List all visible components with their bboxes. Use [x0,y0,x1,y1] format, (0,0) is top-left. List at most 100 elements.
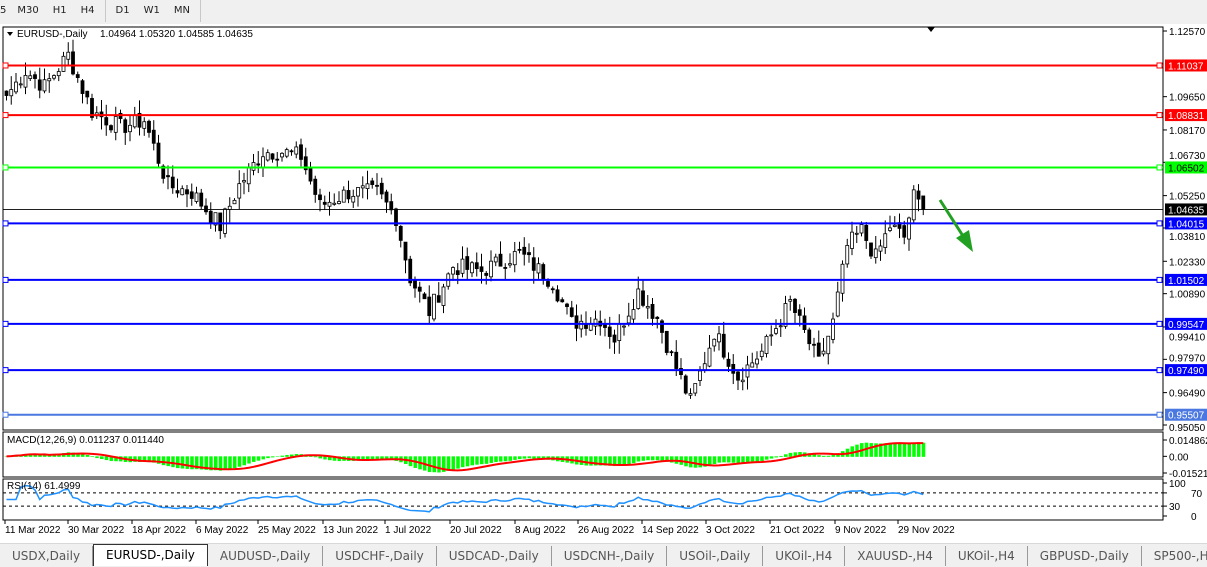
macd-bar [541,456,546,460]
candle-body [607,326,612,337]
macd-bar [214,456,218,471]
candle-body [688,393,693,396]
candle-body [835,291,840,317]
tab-gbpusd-daily[interactable]: GBPUSD-,Daily [1028,545,1142,566]
timeframe-5[interactable]: 5 [0,5,7,16]
macd-bar [703,456,707,467]
candle [113,106,118,141]
candle [854,225,859,244]
candle [394,207,398,232]
candle [208,202,213,229]
timeframe-W1[interactable]: W1 [143,5,160,16]
macd-bar [489,456,493,463]
candle [508,253,512,268]
chart-window[interactable]: 1.12570 1.09650 1.08170 1.06730 1.05250 1.038… [0,24,1207,544]
candle-body [759,350,764,358]
macd-bar [655,456,660,461]
candle-body [921,195,926,210]
tab-usdchf-daily[interactable]: USDCHF-,Daily [323,545,437,566]
candle [365,170,370,200]
candle-body [484,272,489,276]
timeframe-MN[interactable]: MN [173,5,190,16]
candle-body [845,245,850,265]
candle-body [337,201,341,204]
macd-bar [594,456,598,466]
date-axis-label: 26 Aug 2022 [578,525,635,536]
timeframe-H4[interactable]: H4 [80,5,95,16]
candle-body [693,383,698,394]
candle [693,383,698,397]
tab-ukoil-h4[interactable]: UKOil-,H4 [946,545,1028,566]
rsi-line [6,484,924,513]
macd-axis-label: 0.014862 [1169,436,1207,447]
candle [569,300,574,318]
rsi-label: RSI(14) 61.4999 [7,481,81,492]
date-axis-label: 21 Oct 2022 [770,525,825,536]
tab-usdcnh-daily[interactable]: USDCNH-,Daily [552,545,668,566]
candle-body [147,120,151,133]
tab-sp500-h4[interactable]: SP500-,H4 [1142,546,1207,566]
price-axis-label: 1.09650 [1169,93,1206,104]
macd-bar [43,454,47,457]
candle [489,250,493,282]
timeframe-H1[interactable]: H1 [52,5,67,16]
candle-body [797,309,802,316]
candle-body [883,233,888,248]
candle [902,220,907,245]
candle-body [498,253,503,267]
candle-body [550,288,555,291]
tab-xauusd-h4[interactable]: XAUUSD-,H4 [845,545,946,566]
candle-body [831,318,835,340]
candle [156,134,161,169]
level-price-tag [1165,408,1207,421]
macd-bar [632,456,636,464]
candle-body [308,167,313,182]
level-handle-left [2,320,9,327]
tab-ukoil-h4[interactable]: UKOil-,H4 [763,545,846,566]
candle [189,183,194,206]
candle-body [137,112,142,128]
candle-body [864,225,869,241]
candle-body [769,334,774,337]
candle-body [398,225,403,241]
chart-canvas[interactable]: 1.12570 1.09650 1.08170 1.06730 1.05250 1.038… [0,24,1207,544]
tab-audusd-daily[interactable]: AUDUSD-,Daily [208,545,324,566]
tab-usdcad-daily[interactable]: USDCAD-,Daily [437,545,552,566]
candle-body [812,343,816,346]
tab-usdx-daily[interactable]: USDX,Daily [0,545,94,566]
macd-bar [812,454,816,457]
candle-body [227,205,232,210]
macd-bar [171,456,175,468]
macd-bar [793,452,797,457]
macd-bar [109,456,113,462]
macd-bar [328,456,332,461]
candle-body [465,256,470,270]
macd-bar [879,443,883,457]
tab-usoil-daily[interactable]: USOil-,Daily [667,545,764,566]
candle-body [303,156,308,171]
candle [242,172,246,195]
candle-body [546,281,550,287]
macd-bar [190,456,194,470]
macd-bar [717,456,721,463]
tab-eurusd-daily[interactable]: EURUSD-,Daily [93,543,208,566]
price-axis-label: 0.96490 [1169,389,1206,400]
timeframe-M30[interactable]: M30 [17,5,39,16]
candle [294,141,299,159]
macd-bar [237,456,242,467]
macd-panel [2,431,1164,478]
candle [104,104,109,136]
macd-bar [532,456,536,459]
macd-bar [446,456,451,471]
macd-bar [275,456,280,457]
candle-body [626,315,631,324]
timeframe-D1[interactable]: D1 [115,5,130,16]
macd-bar [465,456,470,467]
candle [550,286,555,294]
candle [655,315,660,329]
macd-bar [817,455,821,457]
macd-bar [731,456,736,463]
candle-body [536,263,541,274]
macd-bar [451,456,455,470]
macd-bar [38,454,42,457]
